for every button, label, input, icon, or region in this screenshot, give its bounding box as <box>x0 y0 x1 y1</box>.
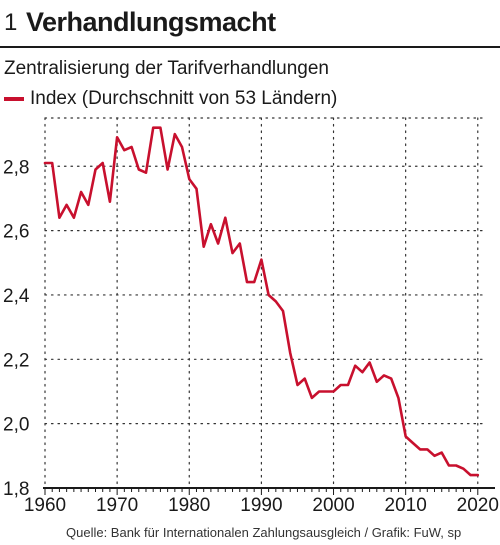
source-note: Quelle: Bank für Internationalen Zahlung… <box>66 525 462 540</box>
chart-legend: Index (Durchschnitt von 53 Ländern) <box>4 88 337 110</box>
figure-number: 1 <box>4 9 18 36</box>
x-tick-label: 1990 <box>240 495 282 516</box>
figure-title: Verhandlungsmacht <box>26 7 276 37</box>
x-tick-label: 1970 <box>96 495 138 516</box>
series-line <box>43 126 480 477</box>
chart-series <box>43 126 480 477</box>
x-tick-label: 1980 <box>168 495 210 516</box>
legend-label: Index (Durchschnitt von 53 Ländern) <box>30 88 338 109</box>
chart-subtitle: Zentralisierung der Tarifverhandlungen <box>4 58 329 79</box>
x-tick-label: 2010 <box>385 495 427 516</box>
x-tick-labels: 1960 1970 1980 1990 2000 2010 2020 <box>24 495 499 516</box>
chart-grid <box>44 117 486 489</box>
y-tick-label: 2,6 <box>3 222 29 243</box>
x-tick-label: 2020 <box>457 495 499 516</box>
x-tick-label: 2000 <box>312 495 354 516</box>
y-tick-label: 2,2 <box>3 350 29 371</box>
y-tick-label: 2,0 <box>3 415 29 436</box>
x-tick-label: 1960 <box>24 495 66 516</box>
y-tick-label: 2,4 <box>3 286 30 307</box>
y-tick-label: 2,8 <box>3 157 29 178</box>
chart-axes <box>43 487 495 495</box>
figure-header: 1 Verhandlungsmacht <box>0 0 500 48</box>
legend-swatch <box>4 97 24 101</box>
y-tick-label: 1,8 <box>3 479 29 500</box>
y-tick-labels: 1,8 2,0 2,2 2,4 2,6 2,8 <box>3 157 30 500</box>
